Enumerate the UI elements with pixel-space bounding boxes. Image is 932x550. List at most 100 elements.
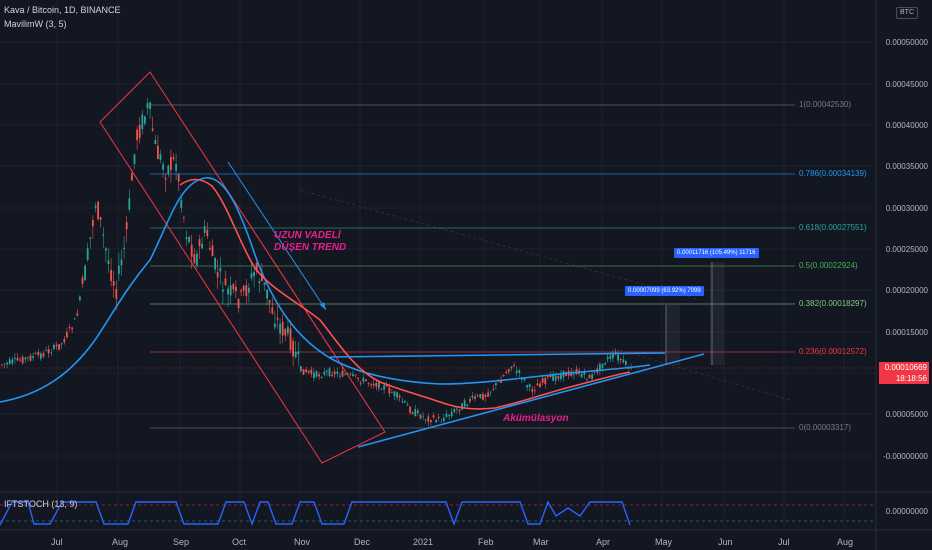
candle-body [315, 370, 318, 377]
candle-body [502, 375, 505, 377]
candle-body [599, 364, 601, 371]
price-axis-label: 0.00025000 [885, 245, 928, 254]
target-box-1 [666, 305, 680, 365]
candle-body [411, 412, 414, 414]
candle-body [79, 296, 81, 300]
ma-red-line [179, 178, 631, 410]
candle-body [534, 390, 536, 391]
candle-body [175, 164, 177, 171]
candle-body [580, 374, 583, 378]
stoch-legend[interactable]: IFTSTOCH (13, 9) [4, 499, 78, 509]
candle-body [505, 371, 508, 374]
candle-body [258, 281, 261, 283]
downtrend-arrowhead [320, 302, 326, 310]
candle-body [89, 237, 92, 239]
stoch-axis-label: 0.00000000 [885, 507, 928, 516]
candle-body [271, 307, 274, 314]
candle-body [333, 371, 336, 375]
fib-label-0786: 0.786(0.00034139) [799, 169, 867, 178]
candle-body [3, 363, 6, 365]
candle-body [515, 370, 518, 373]
candle-body [435, 419, 437, 423]
candle-body [606, 357, 609, 360]
candle-body [513, 365, 515, 367]
candle-body [362, 377, 365, 382]
candlesticks [1, 97, 632, 427]
resistance-trendline [329, 352, 666, 358]
downtrend-label-line1: UZUN VADELİ [274, 230, 341, 241]
candle-body [474, 396, 476, 399]
candle-body [310, 369, 313, 374]
fib-label-0: 0(0.00003317) [799, 423, 852, 432]
candle-body [50, 352, 53, 354]
candle-body [1, 364, 3, 366]
candle-body [99, 217, 102, 220]
candle-body [445, 413, 448, 417]
time-axis-label: Jul [51, 537, 63, 547]
candle-body [32, 356, 34, 358]
measure-callout-lower[interactable]: 0.00007099 (63.92%) 7099 [625, 286, 704, 296]
candle-body [170, 156, 172, 170]
candle-body [47, 349, 50, 354]
candle-body [357, 377, 359, 380]
currency-badge[interactable]: BTC [896, 7, 918, 19]
measure-callout-upper[interactable]: 0.00011716 (105.49%) 11716 [674, 248, 759, 258]
candle-body [302, 369, 305, 375]
candle-body [235, 286, 237, 292]
candle-body [183, 217, 185, 219]
time-axis-label: Jul [778, 537, 790, 547]
candle-body [604, 362, 606, 365]
candle-body [112, 281, 115, 286]
candle-body [601, 363, 604, 368]
time-axis-label: Oct [232, 537, 247, 547]
candle-body [521, 379, 523, 380]
candle-body [339, 375, 341, 377]
candle-body [476, 395, 479, 397]
candle-body [328, 368, 331, 376]
candle-body [388, 387, 391, 394]
candle-body [34, 353, 37, 355]
candle-body [510, 366, 513, 369]
candle-body [240, 290, 242, 292]
candle-body [66, 332, 68, 338]
candle-body [159, 154, 162, 161]
candle-body [359, 382, 362, 384]
candle-body [396, 392, 398, 398]
candle-body [222, 289, 224, 292]
candle-body [27, 357, 29, 358]
candle-body [73, 318, 76, 320]
candle-body [458, 409, 461, 412]
candle-body [164, 178, 167, 180]
candle-body [557, 376, 560, 379]
symbol-legend[interactable]: Kava / Bitcoin, 1D, BINANCE [4, 5, 121, 15]
candle-body [138, 124, 141, 139]
candle-body [42, 353, 45, 357]
channel-outline [99, 71, 386, 464]
candle-body [131, 173, 133, 181]
price-axis-label: 0.00045000 [885, 80, 928, 89]
candle-body [409, 407, 411, 413]
indicator-legend[interactable]: MavilimW (3, 5) [4, 19, 67, 29]
candle-body [102, 234, 105, 236]
candle-body [141, 114, 144, 129]
candle-body [432, 415, 435, 418]
candle-body [401, 401, 404, 403]
time-axis-label: Mar [533, 537, 549, 547]
candle-body [177, 174, 180, 182]
candle-body [188, 237, 190, 243]
candle-body [125, 222, 128, 230]
candle-body [40, 353, 42, 359]
candle-body [97, 201, 99, 220]
candle-body [193, 254, 196, 264]
candle-body [154, 140, 157, 145]
candle-body [128, 198, 131, 210]
stoch-line [0, 500, 631, 527]
candle-body [349, 373, 352, 375]
candle-body [8, 359, 11, 365]
time-axis-label: 2021 [413, 537, 434, 547]
candle-body [281, 321, 284, 336]
candle-body [544, 377, 547, 385]
candle-body [6, 362, 8, 365]
candle-body [619, 359, 622, 361]
